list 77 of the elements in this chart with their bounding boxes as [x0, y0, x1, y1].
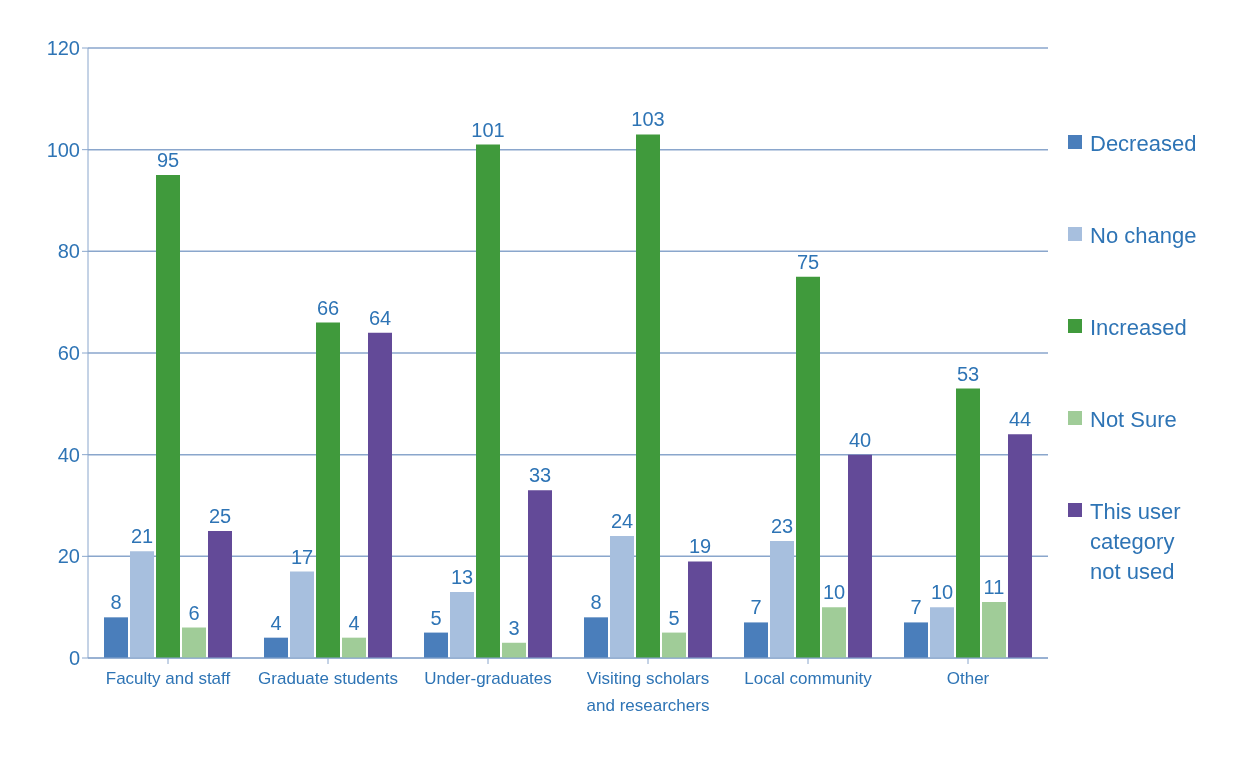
bar: [502, 642, 526, 658]
bar: [770, 541, 794, 658]
bar: [208, 530, 232, 658]
data-label: 13: [450, 565, 474, 588]
bar: [316, 322, 340, 658]
y-tick-label: 40: [57, 443, 80, 466]
data-label: 11: [983, 576, 1005, 599]
legend-label: Increased: [1090, 314, 1188, 342]
data-label: 7: [750, 596, 762, 619]
data-label: 101: [471, 118, 505, 141]
bar: [1008, 434, 1032, 658]
bar: [584, 617, 608, 658]
data-label: 3: [508, 616, 520, 639]
bar: [104, 617, 128, 658]
bar: [476, 144, 500, 658]
bar: [182, 627, 206, 658]
bar: [956, 388, 980, 658]
data-label: 24: [610, 510, 634, 532]
data-label: 10: [930, 581, 954, 604]
data-label: 5: [668, 606, 680, 629]
bar: [796, 276, 820, 658]
bar: [636, 134, 660, 658]
data-label: 66: [316, 296, 340, 319]
bar: [528, 490, 552, 658]
data-label: 64: [368, 306, 392, 329]
bar: [450, 591, 474, 658]
data-label: 6: [188, 601, 200, 624]
data-label: 8: [110, 591, 122, 614]
bar: [130, 551, 154, 658]
bar: [904, 622, 928, 658]
bar: [848, 454, 872, 658]
data-label: 4: [348, 611, 360, 634]
x-tick-label: Under-graduates: [424, 669, 552, 688]
bar: [744, 622, 768, 658]
x-tick-label: Faculty and staff: [105, 669, 231, 688]
bar: [156, 175, 180, 658]
data-label: 23: [770, 515, 794, 538]
bar: [424, 632, 448, 658]
bar: [610, 536, 634, 658]
legend-label: Decreased: [1090, 130, 1198, 158]
y-tick-label: 60: [57, 342, 80, 365]
bar: [822, 607, 846, 658]
x-tick-label: Local community: [744, 669, 873, 688]
data-label: 21: [130, 525, 154, 548]
bar: [662, 632, 686, 658]
y-tick-label: 20: [57, 545, 80, 568]
bar: [368, 332, 392, 658]
y-tick-label: 0: [68, 647, 80, 670]
y-tick-label: 100: [46, 138, 80, 161]
data-label: 7: [910, 596, 922, 619]
data-label: 5: [430, 606, 442, 629]
data-label: 8: [590, 591, 602, 614]
data-label: 103: [631, 108, 665, 131]
bar: [290, 571, 314, 658]
data-label: 44: [1008, 408, 1032, 431]
bar: [688, 561, 712, 658]
data-label: 40: [848, 428, 872, 451]
bar: [930, 607, 954, 658]
y-tick-label: 120: [46, 37, 80, 60]
y-tick-label: 80: [57, 240, 80, 263]
data-label: 19: [688, 535, 712, 558]
bar: [982, 602, 1006, 658]
x-tick-label: Visiting scholars and researchers: [586, 669, 710, 715]
data-label: 33: [528, 464, 552, 487]
bar: [264, 637, 288, 658]
data-label: 10: [822, 581, 846, 604]
legend-label: No change: [1090, 222, 1198, 250]
data-label: 25: [208, 504, 232, 527]
data-label: 53: [956, 362, 980, 385]
x-tick-label: Graduate students: [258, 669, 398, 688]
bar: [342, 637, 366, 658]
data-label: 4: [270, 611, 282, 634]
legend-label: Not Sure: [1090, 406, 1178, 434]
legend-label: This user category not used: [1090, 498, 1182, 586]
x-tick-label: Other: [946, 669, 990, 688]
data-label: 95: [156, 149, 180, 172]
data-label: 75: [796, 250, 820, 273]
